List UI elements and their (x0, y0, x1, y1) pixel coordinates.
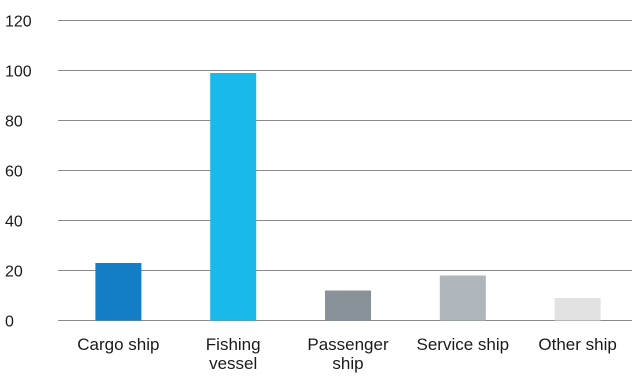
x-category-label: Cargo ship (77, 335, 159, 354)
y-tick-label: 40 (5, 214, 23, 231)
bars (95, 73, 601, 321)
bar-2 (325, 290, 371, 321)
x-category-label-line: Fishing (206, 335, 261, 354)
x-category-label-line: Passenger (307, 335, 389, 354)
x-category-label: Passenger ship (307, 335, 389, 373)
x-category-label-line: ship (332, 354, 363, 373)
x-category-label: Service ship (416, 335, 509, 354)
x-category-label-line: Cargo ship (77, 335, 159, 354)
bar-0 (95, 263, 142, 321)
bar-3 (439, 275, 486, 321)
y-tick-label: 20 (5, 264, 23, 281)
x-category-label-line: vessel (209, 354, 257, 373)
gridlines (58, 20, 632, 321)
y-tick-label: 60 (5, 164, 23, 181)
bar-1 (210, 73, 257, 321)
bar-4 (554, 298, 601, 321)
x-axis-category-labels: Cargo ship Fishing vessel Passenger ship Serv… (77, 335, 617, 373)
y-tick-label: 120 (5, 14, 32, 31)
x-category-label-line: Other ship (538, 335, 616, 354)
x-category-label: Other ship (538, 335, 616, 354)
y-tick-label: 0 (5, 314, 14, 331)
y-axis-tick-labels: 0 20 40 60 80 100 120 (5, 14, 32, 331)
x-category-label: Fishing vessel (206, 335, 261, 373)
y-tick-label: 80 (5, 114, 23, 131)
y-tick-label: 100 (5, 64, 32, 81)
x-category-label-line: Service ship (416, 335, 509, 354)
